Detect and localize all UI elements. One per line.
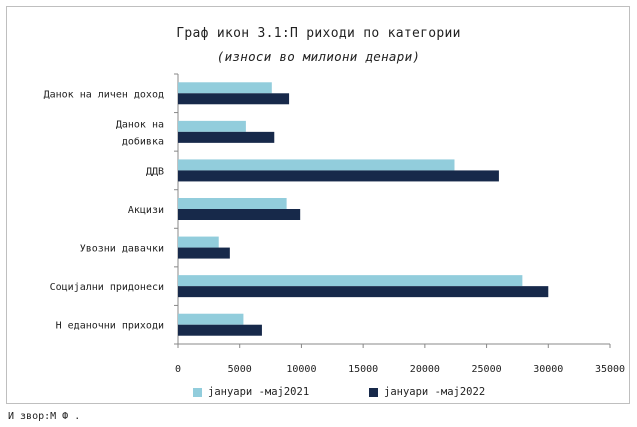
value-tick-label: 0 (175, 364, 181, 375)
category-label: добивка (122, 135, 164, 147)
value-tick-label: 20000 (410, 364, 440, 375)
bar-2022 (178, 131, 275, 143)
value-tick-label: 5000 (228, 364, 252, 375)
legend-swatch-2022 (369, 387, 378, 397)
category-label: Увозни давачки (80, 244, 164, 255)
bar-2021 (178, 236, 219, 248)
bar-2021 (178, 198, 287, 209)
legend-item-2021: јануари -мај2021 (193, 386, 309, 398)
value-tick-label: 30000 (533, 364, 563, 375)
bar-2022 (178, 247, 230, 259)
value-tick-label: 35000 (595, 364, 625, 375)
legend-label-2021: јануари -мај2021 (208, 386, 310, 398)
category-label: Акцизи (128, 205, 164, 216)
chart-title: Граф икон 3.1:П риходи по категории (176, 26, 461, 41)
bar-2021 (178, 275, 523, 287)
chart-frame (6, 6, 630, 404)
bar-2022 (178, 209, 301, 220)
category-label: Социјални придонеси (50, 281, 164, 293)
legend-label-2022: јануари -мај2022 (384, 386, 486, 398)
category-label: ДДВ (146, 166, 164, 177)
value-tick-label: 25000 (472, 364, 502, 375)
value-tick-label: 10000 (286, 364, 316, 375)
bar-2022 (178, 170, 499, 182)
category-label: Н еданочни приходи (56, 321, 164, 332)
legend-swatch-2021 (193, 387, 202, 397)
legend-item-2022: јануари -мај2022 (369, 386, 485, 398)
bar-2022 (178, 286, 549, 298)
bar-2021 (178, 82, 272, 94)
bar-2021 (178, 159, 455, 171)
bar-2021 (178, 120, 246, 132)
category-label: Данок на (116, 119, 164, 130)
bar-2022 (178, 93, 290, 105)
source-note: И звор:М Ф . (8, 411, 81, 422)
bar-2021 (178, 313, 244, 325)
chart-subtitle: (износи во милиони денари) (216, 49, 421, 64)
bar-2022 (178, 324, 262, 336)
category-label: Данок на личен доход (44, 89, 164, 100)
value-tick-label: 15000 (348, 364, 378, 375)
